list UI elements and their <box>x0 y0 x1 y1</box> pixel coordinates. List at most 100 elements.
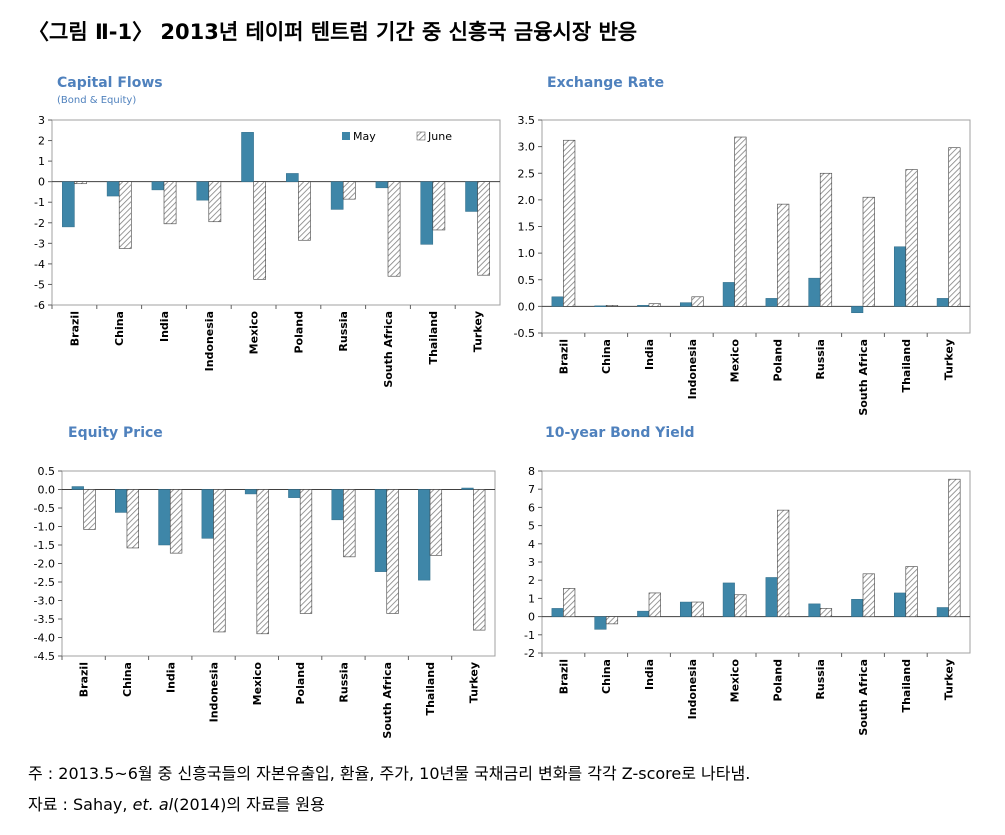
bar-may-poland <box>765 577 778 617</box>
y-tick-label: 1.0 <box>518 247 536 260</box>
figure-title: 〈그림 Ⅱ-1〉 2013년 테이퍼 텐트럼 기간 중 신흥국 금융시장 반응 <box>28 20 638 44</box>
legend-label-may: May <box>353 130 376 143</box>
chart-title: Equity Price <box>68 425 163 441</box>
x-category-label: Indonesia <box>686 659 699 719</box>
y-tick-label: 0 <box>528 611 535 624</box>
y-tick-label: -1 <box>34 196 45 209</box>
y-tick-label: -1.0 <box>34 521 55 534</box>
x-category-label: Turkey <box>943 339 956 380</box>
bar-may-india <box>158 489 171 546</box>
x-category-label: China <box>600 659 613 694</box>
bar-june-indonesia <box>213 489 226 633</box>
bar-june-brazil <box>83 489 96 530</box>
y-tick-label: 2 <box>528 574 535 587</box>
x-category-label: Thailand <box>424 662 437 715</box>
x-category-label: Thailand <box>900 659 913 712</box>
bar-june-india <box>169 489 183 554</box>
bar-may-mexico <box>244 489 258 495</box>
y-tick-label: -4 <box>34 258 45 271</box>
x-category-label: Russia <box>814 659 827 700</box>
x-category-label: India <box>164 662 177 693</box>
y-tick-label: -1 <box>524 629 535 642</box>
bar-june-thailand <box>905 566 918 617</box>
bar-june-turkey <box>948 478 961 617</box>
y-tick-label: 1 <box>528 592 535 605</box>
y-tick-label: 6 <box>528 501 535 514</box>
bar-june-india <box>648 303 661 307</box>
y-tick-label: 0.5 <box>38 465 56 478</box>
y-tick-label: -2 <box>34 217 45 230</box>
x-category-label: Indonesia <box>686 339 699 399</box>
chart-title: 10-year Bond Yield <box>545 425 695 441</box>
x-category-label: Poland <box>292 311 305 354</box>
bar-may-thailand <box>420 181 434 245</box>
x-category-label: Brazil <box>557 659 570 694</box>
bar-may-indonesia <box>196 181 210 201</box>
bar-may-turkey <box>465 181 478 212</box>
bar-june-india <box>648 592 661 617</box>
y-tick-label: 2 <box>38 135 45 148</box>
y-tick-label: 3.5 <box>518 114 536 127</box>
x-category-label: Turkey <box>467 662 480 703</box>
bar-june-mexico <box>253 181 266 280</box>
y-tick-label: -5 <box>34 278 45 291</box>
bar-may-china <box>115 489 128 513</box>
y-tick-label: 0.0 <box>518 300 536 313</box>
y-tick-label: 2.5 <box>518 167 536 180</box>
bar-may-poland <box>286 173 299 182</box>
bar-june-poland <box>777 509 790 617</box>
x-category-label: Russia <box>337 311 350 352</box>
y-tick-label: -1.5 <box>34 539 55 552</box>
equity-price-chart: Equity Price 0.5 0.0 -0.5 -1.0 -1.5 -2.0 -2.5 -3… <box>34 425 496 739</box>
y-tick-label: 7 <box>528 483 535 496</box>
bar-june-indonesia <box>691 296 704 307</box>
bar-may-indonesia <box>679 302 693 307</box>
bar-june-brazil <box>563 588 576 617</box>
x-category-label: Brazil <box>78 662 91 697</box>
bar-may-brazil <box>71 486 84 490</box>
y-tick-label: 3 <box>528 556 535 569</box>
bar-june-russia <box>819 608 833 617</box>
bond-yield-chart: 10-year Bond Yield 8 7 6 5 4 3 2 1 0 -1 -2 Brazil Chi… <box>524 425 971 736</box>
y-tick-label: 1.5 <box>518 221 536 234</box>
bar-may-brazil <box>551 608 564 617</box>
bar-may-russia <box>330 181 344 210</box>
x-category-label: Poland <box>294 662 307 705</box>
bar-may-russia <box>808 277 821 307</box>
bar-may-south-africa <box>851 599 864 617</box>
bar-may-thailand <box>893 592 907 617</box>
bar-june-mexico <box>256 489 269 635</box>
bar-june-thailand <box>432 181 446 231</box>
bar-may-brazil <box>62 181 75 228</box>
x-category-label: India <box>158 311 171 342</box>
source-label: 자료 : <box>28 795 68 814</box>
footnote: 주 : 2013.5~6월 중 신흥국들의 자본유출입, 환율, 주가, 10년… <box>28 760 750 784</box>
bar-june-china <box>126 489 139 549</box>
chart-subtitle: (Bond & Equity) <box>57 95 136 106</box>
y-tick-label: 5 <box>528 520 535 533</box>
bar-june-thailand <box>429 489 443 556</box>
bar-may-brazil <box>551 296 564 307</box>
footnote-text: 2013.5~6월 중 신흥국들의 자본유출입, 환율, 주가, 10년물 국채… <box>58 764 751 783</box>
x-category-label: Indonesia <box>208 662 221 722</box>
y-tick-label: -2.5 <box>34 576 55 589</box>
bar-june-south-africa <box>386 489 399 614</box>
x-category-label: Poland <box>771 339 784 382</box>
x-category-label: Brazil <box>68 311 81 346</box>
x-category-label: Mexico <box>248 311 261 355</box>
y-tick-label: 1 <box>38 155 45 168</box>
bar-may-south-africa <box>374 489 387 572</box>
bar-june-brazil <box>74 181 87 185</box>
bar-june-china <box>605 305 619 307</box>
bar-june-south-africa <box>387 181 401 277</box>
bar-june-turkey <box>477 181 490 276</box>
x-category-label: Russia <box>814 339 827 380</box>
bar-june-russia <box>343 489 356 558</box>
exchange-rate-chart: Exchange Rate 3.5 3.0 2.5 2.0 1.5 1.0 0.5 0.0 -0.… <box>514 75 971 416</box>
source-rest: (2014)의 자료를 원용 <box>173 795 325 814</box>
x-category-label: China <box>600 339 613 374</box>
x-category-label: Turkey <box>472 311 485 352</box>
x-category-label: South Africa <box>381 662 394 739</box>
source-note: 자료 : Sahay, et. al(2014)의 자료를 원용 <box>28 791 325 815</box>
x-category-label: Indonesia <box>203 311 216 371</box>
